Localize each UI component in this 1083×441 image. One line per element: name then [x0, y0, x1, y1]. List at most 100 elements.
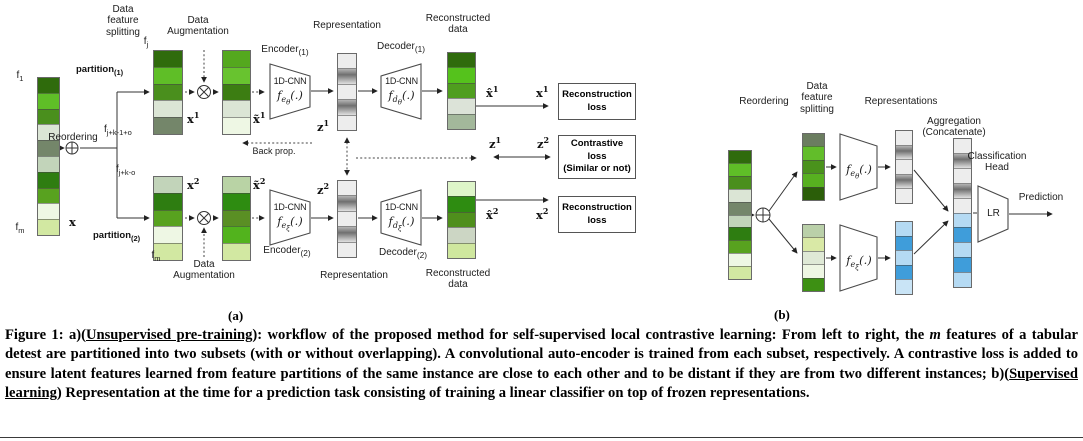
feature-cell [223, 192, 250, 210]
x-tilde1-label: x̃1 [253, 110, 266, 126]
feature-cell [729, 188, 751, 202]
decoder2-text: 1D-CNN fdξ(.) [381, 202, 422, 233]
decoder1-cnn-label: 1D-CNN [385, 76, 418, 86]
z1-loss-label: z1 [489, 135, 502, 151]
encoder-b-bottom-text: feξ(.) [841, 251, 877, 272]
x-vector-label: x [69, 215, 76, 229]
feature-cell [954, 212, 971, 228]
reconstruction-loss-bottom-box: Reconstruction loss [558, 196, 636, 233]
feature-cell [803, 277, 824, 292]
feature-cell [448, 98, 475, 114]
aggregation-label-b: Aggregation (Concatenate) [922, 116, 986, 139]
feature-cell [803, 134, 824, 147]
feature-cell [954, 272, 971, 288]
reordering-label: Reordering [48, 132, 98, 143]
feature-cell [729, 253, 751, 267]
input-vector-b [728, 150, 752, 280]
partition2-label: partition(2) [93, 230, 141, 243]
x2-label: x2 [187, 176, 200, 192]
data-augmentation-top-label: Data Augmentation [167, 15, 229, 38]
feature-cell [803, 250, 824, 265]
prediction-label-b: Prediction [1018, 192, 1064, 203]
encoder-b-top-fn-label: feθ(.) [846, 162, 872, 181]
feature-cell [223, 209, 250, 227]
reconstructed-data-top-label: Reconstructed data [425, 13, 491, 36]
figure-caption: Figure 1: a)(Unsupervised pre-training):… [5, 326, 1078, 404]
feature-cell [729, 214, 751, 228]
feature-cell [223, 177, 250, 193]
feature-cell [38, 108, 59, 125]
feature-cell [223, 117, 250, 134]
x1-loss-label: x1 [536, 84, 549, 100]
representation-top-label: Representation [313, 20, 381, 31]
partition2-vector [153, 176, 183, 261]
decoder1-label: Decoder(1) [377, 41, 425, 54]
data-feature-splitting-label-b: Data feature splitting [800, 81, 834, 115]
encoder1-text: 1D-CNN feθ(.) [269, 76, 311, 107]
representation-top-b [895, 130, 913, 204]
partition1-label: partition(1) [76, 64, 124, 77]
f1-label: f1 [16, 70, 24, 83]
feature-cell [154, 100, 182, 118]
lr-label: LR [987, 208, 1000, 219]
caption-segment: features of a tabular detest are partiti… [5, 327, 1078, 382]
feature-cell [803, 159, 824, 174]
feature-cell [448, 196, 475, 212]
feature-cell [954, 167, 971, 183]
feature-cell [338, 226, 356, 242]
feature-cell [896, 250, 912, 265]
feature-cell [729, 175, 751, 189]
encoder2-text: 1D-CNN feξ(.) [269, 202, 311, 233]
x2-loss-label: x2 [536, 206, 549, 222]
feature-cell [729, 227, 751, 241]
feature-cell [896, 279, 912, 294]
feature-cell [729, 266, 751, 280]
encoder1-label: Encoder(1) [261, 44, 309, 57]
representation-bottom-label: Representation [320, 270, 388, 281]
feature-cell [803, 237, 824, 251]
caption-segment: ): workflow of the proposed method for s… [252, 327, 930, 343]
feature-cell [896, 144, 912, 160]
caption-segment: Supervised learning [5, 365, 1078, 402]
fm-left-label: fm [15, 222, 25, 235]
panel-a-label: (a) [228, 308, 244, 323]
decoder2-cnn-label: 1D-CNN [385, 202, 418, 212]
representation-z2 [337, 180, 357, 258]
feature-cell [954, 227, 971, 243]
reconstruction-loss-top-box: Reconstruction loss [558, 83, 636, 120]
feature-cell [154, 226, 182, 244]
feature-cell [803, 186, 824, 201]
feature-cell [954, 242, 971, 258]
feature-cell [448, 82, 475, 99]
feature-cell [154, 51, 182, 67]
fm-bottom-label: fm [151, 250, 161, 263]
feature-cell [803, 264, 824, 278]
feature-cell [954, 257, 971, 273]
reconstructed-vector-2 [447, 181, 476, 259]
feature-cell [38, 78, 59, 93]
feature-cell [38, 219, 59, 235]
feature-cell [448, 227, 475, 243]
contrastive-loss-box: Contrastive loss (Similar or not) [558, 135, 636, 179]
otimes-icon-top [197, 85, 211, 99]
representation-z1 [337, 53, 357, 131]
feature-cell [223, 226, 250, 244]
feature-cell [896, 235, 912, 251]
feature-cell [223, 100, 250, 118]
feature-cell [803, 225, 824, 238]
feature-cell [154, 192, 182, 210]
feature-cell [154, 117, 182, 134]
feature-cell [338, 195, 356, 211]
data-feature-splitting-label: Data feature splitting [106, 4, 140, 38]
feature-cell [729, 240, 751, 254]
caption-segment: m [929, 327, 941, 343]
encoder1-cnn-label: 1D-CNN [273, 76, 307, 86]
panel-a-solid-arrows [58, 88, 551, 221]
feature-cell [896, 264, 912, 280]
encoder2-cnn-label: 1D-CNN [273, 202, 307, 212]
x-hat1-loss-label: x̂1 [486, 84, 499, 100]
z1-label: z1 [317, 118, 330, 134]
feature-cell [954, 139, 971, 153]
decoder1-fn-label: fdθ(.) [388, 88, 415, 107]
feature-cell [729, 162, 751, 176]
